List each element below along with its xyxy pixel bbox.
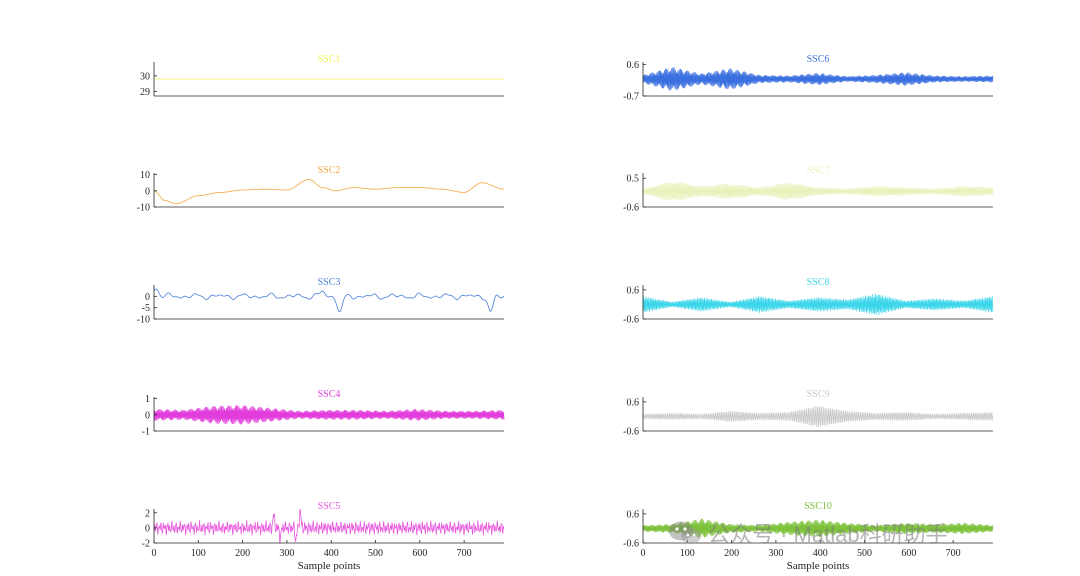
x-tick-label: 500 [857, 548, 872, 559]
subplot-ssc8: -0.6 0.6 SSC8 [623, 277, 994, 326]
subplot-ssc6: -0.7 0.6 SSC6 [623, 54, 994, 103]
y-tick-label: 10 [140, 170, 150, 181]
x-tick-label: 100 [680, 548, 695, 559]
series-line-ssc8 [642, 293, 994, 316]
subplot-title: SSC2 [318, 165, 341, 176]
y-tick-label: 0 [145, 186, 150, 197]
y-tick-label: 0.6 [627, 285, 640, 296]
y-tick-label: 1 [145, 394, 150, 405]
x-axis-label: Sample points [787, 560, 850, 572]
wechat-icon [669, 521, 701, 544]
x-tick-label: 300 [279, 548, 294, 559]
x-tick-label: 400 [324, 548, 339, 559]
subplot-title: SSC8 [807, 277, 830, 288]
x-tick-label: 200 [724, 548, 739, 559]
y-tick-label: -1 [142, 427, 150, 438]
y-tick-label: 0.5 [627, 174, 640, 185]
series-line-ssc3 [153, 288, 505, 313]
x-tick-label: 0 [641, 548, 646, 559]
subplot-title: SSC5 [318, 501, 341, 512]
y-tick-label: 0.6 [627, 509, 640, 520]
y-tick-label: -0.6 [623, 203, 639, 214]
y-tick-label: -5 [142, 303, 150, 314]
y-tick-label: -0.7 [623, 92, 639, 103]
subplot-ssc7: -0.6 0.5 SSC7 [623, 165, 994, 214]
x-tick-label: 700 [457, 548, 472, 559]
y-tick-label: 0.6 [627, 60, 640, 71]
subplot-title: SSC1 [318, 54, 341, 65]
series-line-ssc9 [642, 406, 994, 428]
subplot-ssc2: -10 0 10 SSC2 [137, 165, 504, 214]
x-tick-label: 100 [191, 548, 206, 559]
y-tick-label: -0.6 [623, 427, 639, 438]
y-tick-label: 29 [140, 87, 150, 98]
subplot-title: SSC10 [804, 501, 832, 512]
y-tick-label: -2 [142, 539, 150, 550]
subplot-ssc4: -1 0 1 SSC4 [142, 389, 505, 438]
subplot-title: SSC6 [807, 54, 830, 65]
y-tick-label: 2 [145, 508, 150, 519]
subplot-ssc1: 29 30 SSC1 [140, 54, 504, 98]
x-tick-label: 500 [368, 548, 383, 559]
subplot-ssc9: -0.6 0.6 SSC9 [623, 389, 994, 438]
subplot-title: SSC7 [807, 165, 830, 176]
x-tick-label: 700 [946, 548, 961, 559]
series-line-ssc10 [642, 518, 994, 538]
series-line-ssc4 [153, 405, 505, 425]
series-line-ssc7 [642, 182, 994, 201]
x-axis-label: Sample points [298, 560, 361, 572]
series-line-ssc6 [642, 67, 994, 91]
x-tick-label: 600 [901, 548, 916, 559]
y-tick-label: 0 [145, 292, 150, 303]
series-line-ssc2 [153, 179, 504, 205]
x-tick-label: 400 [813, 548, 828, 559]
y-tick-label: 30 [140, 71, 150, 82]
subplot-ssc10: -0.6 0.6 0 100 200 300 400 500 600 700 SSC10 Sample… [623, 501, 994, 572]
x-tick-label: 300 [768, 548, 783, 559]
watermark-text: 公众号 · Matlab科研助手 [708, 522, 948, 547]
y-tick-label: 0 [145, 523, 150, 534]
series-line-ssc5 [153, 508, 505, 544]
subplot-ssc3: -10-50 SSC3 [137, 277, 505, 326]
y-tick-label: -10 [137, 203, 150, 214]
subplot-title: SSC9 [807, 389, 830, 400]
subplot-title: SSC3 [318, 277, 341, 288]
y-tick-label: -10 [137, 315, 150, 326]
x-tick-label: 200 [235, 548, 250, 559]
x-tick-label: 600 [412, 548, 427, 559]
x-tick-label: 0 [152, 548, 157, 559]
y-tick-label: -0.6 [623, 315, 639, 326]
y-tick-label: 0 [145, 410, 150, 421]
y-tick-label: 0.6 [627, 397, 640, 408]
watermark: 公众号 · Matlab科研助手 [668, 518, 948, 548]
y-tick-label: -0.6 [623, 539, 639, 550]
subplot-title: SSC4 [318, 389, 341, 400]
